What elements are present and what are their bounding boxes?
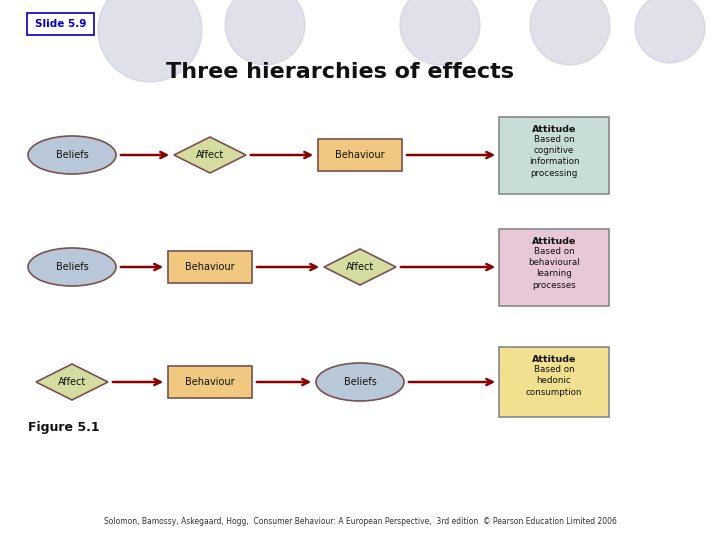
Text: Based on
behavioural
learning
processes: Based on behavioural learning processes	[528, 246, 580, 290]
Text: Beliefs: Beliefs	[55, 262, 89, 272]
Text: Beliefs: Beliefs	[343, 377, 377, 387]
Text: Beliefs: Beliefs	[55, 150, 89, 160]
FancyBboxPatch shape	[168, 366, 252, 398]
Circle shape	[530, 0, 610, 65]
Polygon shape	[174, 137, 246, 173]
Circle shape	[98, 0, 202, 82]
Circle shape	[400, 0, 480, 65]
FancyBboxPatch shape	[168, 251, 252, 283]
Ellipse shape	[28, 136, 116, 174]
FancyBboxPatch shape	[499, 228, 609, 306]
Polygon shape	[36, 364, 108, 400]
FancyBboxPatch shape	[499, 117, 609, 193]
Text: Three hierarchies of effects: Three hierarchies of effects	[166, 62, 514, 82]
Text: Behaviour: Behaviour	[185, 262, 235, 272]
FancyBboxPatch shape	[318, 139, 402, 171]
Text: Behaviour: Behaviour	[336, 150, 384, 160]
Text: Figure 5.1: Figure 5.1	[28, 422, 99, 435]
Text: Attitude: Attitude	[532, 237, 576, 246]
Text: Behaviour: Behaviour	[185, 377, 235, 387]
Text: Based on
cognitive
information
processing: Based on cognitive information processin…	[528, 134, 580, 178]
Text: Slide 5.9: Slide 5.9	[35, 19, 86, 29]
Text: Based on
hedonic
consumption: Based on hedonic consumption	[526, 365, 582, 397]
Polygon shape	[324, 249, 396, 285]
Text: Affect: Affect	[196, 150, 224, 160]
Text: Solomon, Bamossy, Askegaard, Hogg,  Consumer Behaviour: A European Perspective, : Solomon, Bamossy, Askegaard, Hogg, Consu…	[104, 517, 616, 526]
Ellipse shape	[316, 363, 404, 401]
Text: Attitude: Attitude	[532, 125, 576, 133]
Ellipse shape	[28, 248, 116, 286]
Text: Affect: Affect	[58, 377, 86, 387]
FancyBboxPatch shape	[499, 347, 609, 417]
Text: Affect: Affect	[346, 262, 374, 272]
Circle shape	[225, 0, 305, 65]
Circle shape	[635, 0, 705, 63]
Text: Attitude: Attitude	[532, 355, 576, 364]
FancyBboxPatch shape	[27, 13, 94, 35]
